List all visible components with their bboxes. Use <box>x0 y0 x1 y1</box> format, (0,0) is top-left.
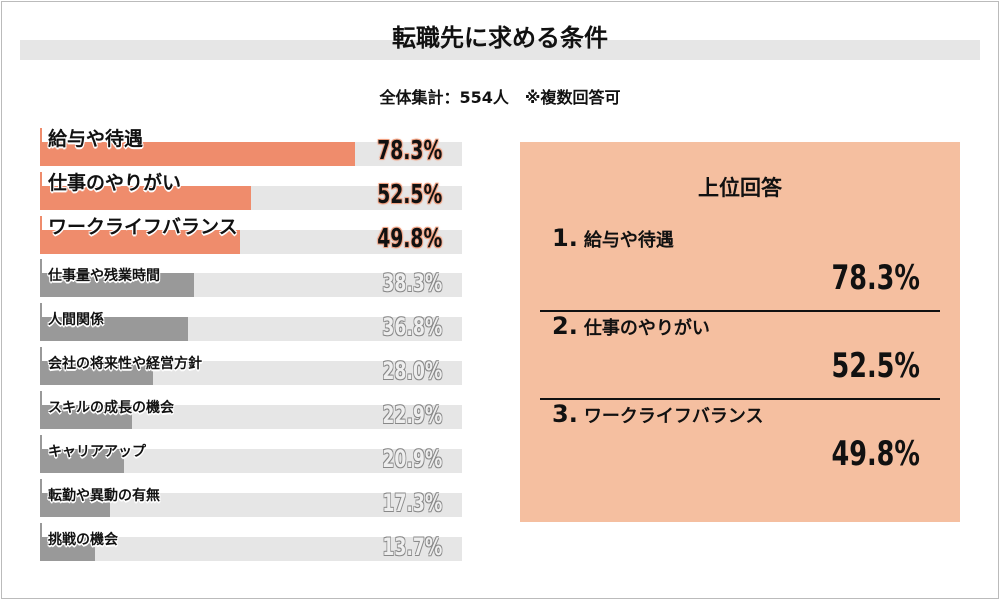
chart-subtitle: 全体集計：554人 ※複数回答可 <box>379 88 621 107</box>
bar <box>40 230 241 254</box>
rank-name: 仕事のやりがい <box>583 318 710 339</box>
bar-tick <box>40 523 42 561</box>
rank-value: 49.8% <box>831 434 920 474</box>
data-label: 49.8% <box>377 224 442 254</box>
bar-row: 転勤や異動の有無 17.3% <box>40 477 462 517</box>
rank-item-2: 2. 仕事のやりがい 52.5% <box>540 312 940 400</box>
panel-title: 上位回答 <box>698 176 782 200</box>
bar-label: 挑戦の機会 <box>48 532 118 548</box>
bar-label: 仕事のやりがい <box>48 172 182 194</box>
bar-row: 給与や待遇 78.3% <box>40 126 462 166</box>
bar-tick <box>40 259 42 297</box>
rank-name: 給与や待遇 <box>583 230 674 251</box>
bar-row: 挑戦の機会 13.7% <box>40 521 462 561</box>
divider <box>540 310 940 312</box>
divider <box>540 398 940 400</box>
data-label: 13.7% <box>382 533 442 561</box>
bar-tick <box>40 391 42 429</box>
bar <box>40 493 110 517</box>
rank-item-3: 3. ワークライフバランス 49.8% <box>540 400 940 488</box>
rank-item-1: 1. 給与や待遇 78.3% <box>540 224 940 312</box>
bar <box>40 537 96 561</box>
bar-label: スキルの成長の機会 <box>48 400 174 416</box>
bar-tick <box>40 435 42 473</box>
bar <box>40 449 125 473</box>
rank-name: ワークライフバランス <box>583 406 764 427</box>
bar-tick <box>40 347 42 385</box>
bar <box>40 317 188 341</box>
rank-number: 2. <box>552 312 578 340</box>
bar-tick <box>40 128 42 166</box>
bar <box>40 186 252 210</box>
bar-row: キャリアアップ 20.9% <box>40 433 462 473</box>
rank-value: 52.5% <box>831 346 920 386</box>
bar-track <box>40 493 462 517</box>
bar-label: キャリアアップ <box>48 444 146 460</box>
bar-label: ワークライフバランス <box>48 216 238 238</box>
bar-tick <box>40 479 42 517</box>
bar-label: 給与や待遇 <box>48 128 144 150</box>
bar-label: 転勤や異動の有無 <box>48 488 160 504</box>
bar-track <box>40 537 462 561</box>
bar-row: スキルの成長の機会 22.9% <box>40 389 462 429</box>
bar-label: 仕事量や残業時間 <box>48 268 160 284</box>
bar-tick <box>40 216 42 254</box>
bar <box>40 273 194 297</box>
bar-row: 仕事のやりがい 52.5% <box>40 170 462 210</box>
bar-tick <box>40 303 42 341</box>
bar-row: 会社の将来性や経営方針 28.0% <box>40 345 462 385</box>
bar-label: 人間関係 <box>48 312 104 328</box>
data-label: 20.9% <box>382 445 442 473</box>
data-label: 22.9% <box>382 401 442 429</box>
rank-value: 78.3% <box>831 258 920 298</box>
bar <box>40 361 153 385</box>
bar-row: ワークライフバランス 49.8% <box>40 214 462 254</box>
data-label: 17.3% <box>382 489 442 517</box>
data-label: 78.3% <box>377 136 442 166</box>
bar-tick <box>40 172 42 210</box>
top-answers-panel: 上位回答 1. 給与や待遇 78.3% 2. 仕事のやりがい 52.5% 3. ワーク… <box>520 142 960 522</box>
bar-row: 仕事量や残業時間 38.3% <box>40 257 462 297</box>
rank-number: 3. <box>552 400 578 428</box>
bar <box>40 142 355 166</box>
chart-title: 転職先に求める条件 <box>392 24 608 52</box>
data-label: 28.0% <box>382 357 442 385</box>
bar-row: 人間関係 36.8% <box>40 301 462 341</box>
data-label: 38.3% <box>382 269 442 297</box>
bar <box>40 405 133 429</box>
rank-number: 1. <box>552 224 578 252</box>
data-label: 36.8% <box>382 313 442 341</box>
bar-label: 会社の将来性や経営方針 <box>48 356 202 372</box>
data-label: 52.5% <box>377 180 442 210</box>
title-band <box>20 40 980 60</box>
